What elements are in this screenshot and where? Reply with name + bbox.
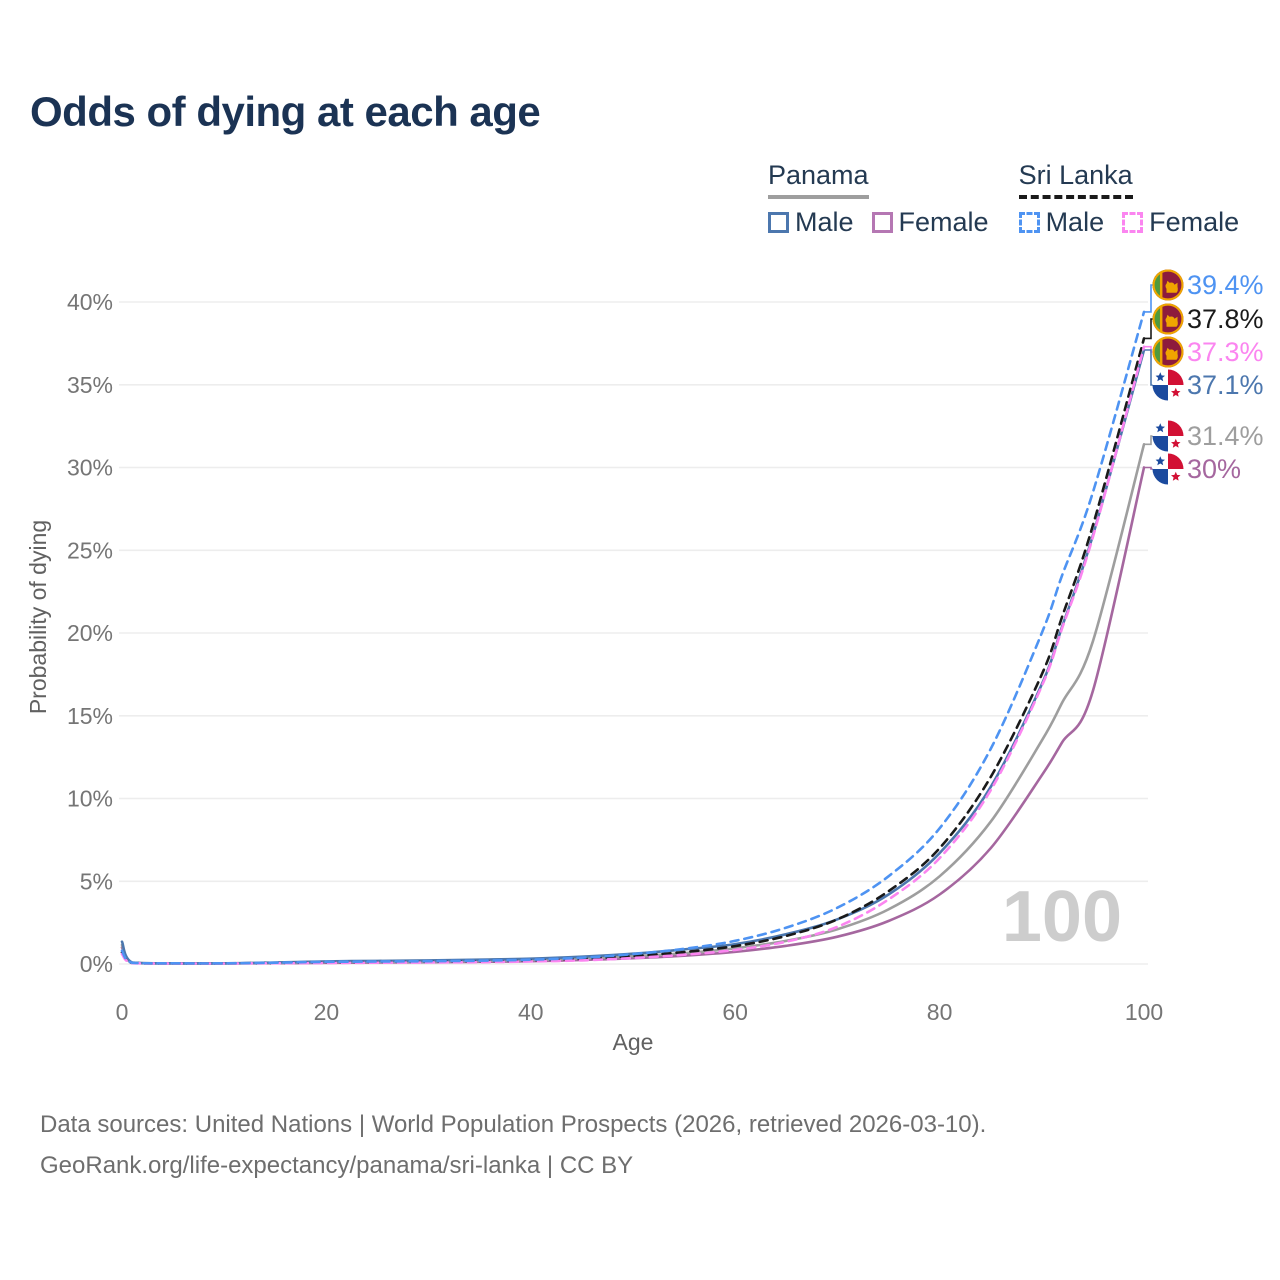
y-tick-label: 25% — [67, 537, 113, 563]
legend-group-sri-lanka: Sri Lanka Male Female — [1018, 160, 1239, 238]
y-tick-label: 10% — [67, 786, 113, 812]
x-tick-label: 20 — [314, 999, 340, 1025]
legend-group-panama: Panama Male Female — [768, 160, 989, 238]
panama-female-swatch-icon — [871, 212, 893, 233]
legend-item-label: Male — [1045, 207, 1105, 237]
gridlines — [119, 301, 1148, 965]
legend-item-label: Female — [1149, 207, 1240, 237]
y-tick-label: 5% — [80, 868, 113, 894]
x-axis-title: Age — [613, 1029, 654, 1055]
series-lines — [120, 310, 1146, 965]
end-value-label: 37.8% — [1187, 304, 1264, 334]
series-line-sri-lanka-male — [120, 310, 1146, 965]
end-value-label: 30% — [1187, 454, 1241, 484]
series-line-sri-lanka — [120, 337, 1146, 965]
footer-data-sources: Data sources: United Nations | World Pop… — [40, 1111, 987, 1138]
series-line-sri-lanka-female — [120, 345, 1146, 965]
end-value-label: 37.3% — [1187, 337, 1264, 367]
page-title: Odds of dying at each age — [30, 88, 541, 135]
footer: Data sources: United Nations | World Pop… — [40, 1104, 986, 1186]
panama-flag-icon — [1152, 369, 1184, 401]
panama-flag-icon — [1152, 453, 1184, 485]
x-tick-label: 0 — [116, 999, 129, 1025]
legend-item-sri-lanka-male[interactable]: Male — [1018, 207, 1105, 238]
y-tick-label: 15% — [67, 703, 113, 729]
legend-country-panama[interactable]: Panama — [768, 160, 869, 199]
legend-item-panama-female[interactable]: Female — [871, 207, 989, 238]
sri-lanka-female-swatch-icon — [1122, 212, 1144, 233]
mortality-line-chart: 100 0% 5% 10% 15% 20% 25% 30% 35% 40% 0 20 40 60 80 100… — [25, 269, 1264, 1055]
series-line-panama — [120, 443, 1146, 965]
y-tick-label: 40% — [67, 289, 113, 315]
y-tick-label: 30% — [67, 455, 113, 481]
end-value-label: 39.4% — [1187, 270, 1264, 300]
x-tick-label: 100 — [1125, 999, 1163, 1025]
sri-lanka-flag-icon — [1152, 336, 1184, 368]
footer-attribution: GeoRank.org/life-expectancy/panama/sri-l… — [40, 1152, 634, 1179]
y-tick-label: 20% — [67, 620, 113, 646]
y-tick-label: 35% — [67, 372, 113, 398]
end-value-label: 31.4% — [1187, 421, 1264, 451]
legend-item-label: Female — [898, 207, 989, 237]
panama-flag-icon — [1152, 420, 1184, 452]
sri-lanka-male-swatch-icon — [1018, 212, 1040, 233]
legend-item-sri-lanka-female[interactable]: Female — [1122, 207, 1239, 238]
panama-male-swatch-icon — [768, 212, 789, 233]
legend-country-sri-lanka[interactable]: Sri Lanka — [1018, 160, 1133, 199]
legend-item-label: Male — [795, 207, 854, 237]
y-axis-title: Probability of dying — [25, 520, 51, 714]
x-tick-label: 80 — [927, 999, 953, 1025]
axis-ticks: 0% 5% 10% 15% 20% 25% 30% 35% 40% 0 20 40 60 80 100 Age… — [25, 289, 1163, 1055]
end-value-label: 37.1% — [1187, 370, 1264, 400]
y-tick-label: 0% — [80, 951, 113, 977]
legend: Panama Male Female Sri Lanka Male Female — [768, 160, 1239, 238]
x-tick-label: 40 — [518, 999, 544, 1025]
end-labels: 39.4% 37.8%37.3%37.1% 31.4%30% — [1145, 269, 1264, 485]
legend-item-panama-male[interactable]: Male — [768, 207, 854, 238]
sri-lanka-flag-icon — [1152, 303, 1184, 335]
hover-age-watermark: 100 — [1002, 877, 1122, 957]
series-line-panama-male — [120, 348, 1146, 965]
x-tick-label: 60 — [722, 999, 748, 1025]
sri-lanka-flag-icon — [1152, 269, 1184, 301]
